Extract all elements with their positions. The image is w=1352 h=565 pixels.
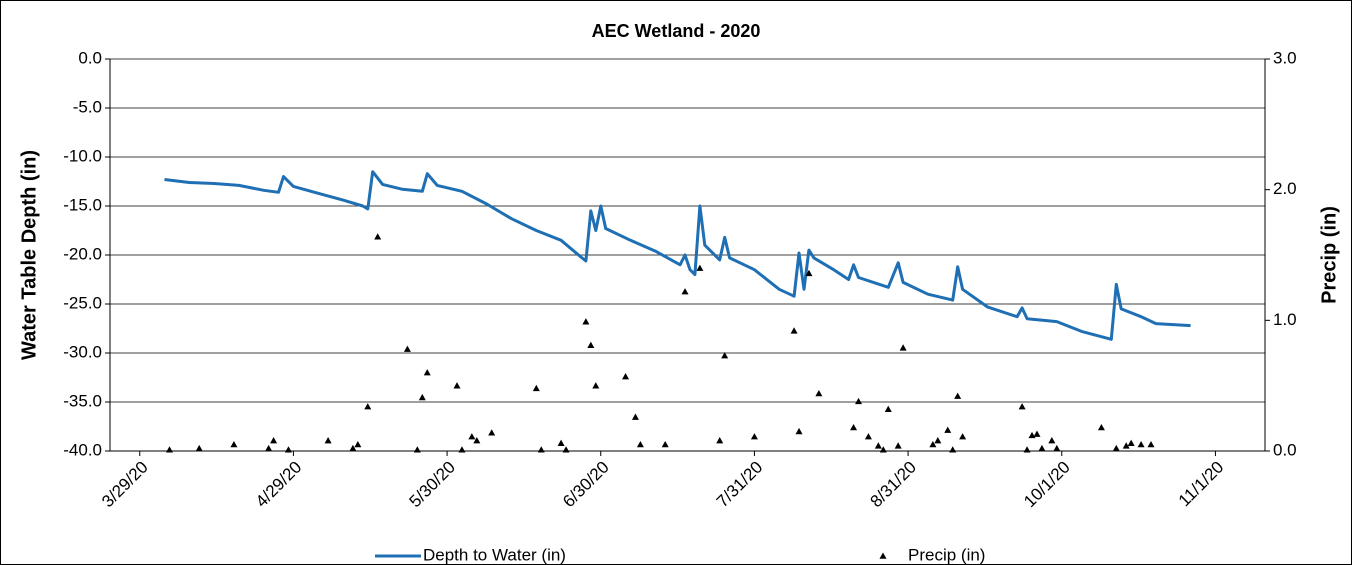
y2-tick-label: 3.0	[1273, 48, 1297, 67]
precip-marker	[1018, 403, 1026, 410]
precip-marker	[230, 440, 238, 448]
precip-marker	[661, 440, 669, 448]
precip-marker	[681, 288, 689, 295]
precip-marker	[696, 264, 704, 271]
precip-marker	[374, 233, 382, 240]
precip-marker	[864, 433, 872, 440]
precip-marker	[750, 433, 758, 440]
precip-marker	[468, 433, 476, 440]
precip-marker	[562, 446, 570, 453]
precip-marker	[622, 373, 630, 380]
y-tick-label: -5.0	[73, 97, 102, 116]
precip-marker	[929, 440, 937, 448]
precip-marker	[631, 413, 639, 420]
y-tick-label: -25.0	[63, 293, 102, 312]
precip-marker	[1137, 440, 1145, 448]
precip-marker	[1048, 437, 1056, 444]
precip-marker	[532, 384, 540, 392]
precip-marker	[582, 318, 590, 325]
precip-marker	[349, 444, 357, 452]
legend-swatch	[879, 552, 887, 559]
precip-marker	[488, 429, 496, 436]
precip-marker	[874, 442, 882, 449]
precip-marker	[805, 269, 813, 277]
precip-marker	[364, 403, 372, 410]
precip-marker	[636, 440, 644, 448]
precip-marker	[1122, 442, 1130, 449]
precip-marker	[1053, 444, 1061, 452]
precip-marker	[284, 446, 292, 453]
precip-marker	[1038, 444, 1046, 452]
precip-marker	[944, 426, 952, 433]
y-tick-label: -10.0	[63, 146, 102, 165]
precip-marker	[587, 341, 595, 348]
y2-tick-label: 1.0	[1273, 310, 1297, 329]
precip-marker	[557, 439, 565, 446]
precip-marker	[453, 382, 461, 389]
precip-marker	[855, 397, 863, 405]
y-tick-label: -15.0	[63, 195, 102, 214]
legend-label: Precip (in)	[908, 545, 985, 564]
y-tick-label: -40.0	[63, 440, 102, 459]
y-axis-title: Water Table Depth (in)	[18, 150, 40, 360]
precip-marker	[884, 405, 892, 412]
precip-marker	[1127, 439, 1135, 446]
chart-title: AEC Wetland - 2020	[592, 21, 761, 41]
y-tick-label: -30.0	[63, 342, 102, 361]
precip-marker	[1033, 430, 1041, 437]
precip-marker	[413, 446, 421, 453]
precip-marker	[165, 446, 173, 453]
precip-marker	[354, 440, 362, 448]
y-tick-label: -20.0	[63, 244, 102, 263]
precip-marker	[418, 393, 426, 401]
precip-marker	[195, 444, 203, 452]
precip-marker	[934, 437, 942, 444]
precip-marker	[403, 345, 411, 352]
precip-marker	[324, 437, 332, 444]
legend-label: Depth to Water (in)	[423, 545, 566, 564]
precip-marker	[894, 442, 902, 449]
precip-marker	[265, 444, 273, 452]
precip-marker	[1147, 440, 1155, 448]
y2-tick-label: 0.0	[1273, 440, 1297, 459]
y-tick-label: -35.0	[63, 391, 102, 410]
y2-tick-label: 2.0	[1273, 179, 1297, 198]
precip-marker	[899, 344, 907, 351]
precip-marker	[537, 446, 545, 453]
y-tick-label: 0.0	[78, 48, 102, 67]
depth-line	[164, 170, 1191, 341]
precip-marker	[423, 369, 431, 376]
precip-marker	[959, 433, 967, 440]
y2-axis-title: Precip (in)	[1318, 206, 1340, 304]
precip-marker	[1023, 446, 1031, 453]
precip-marker	[1112, 444, 1120, 452]
precip-marker	[458, 446, 466, 453]
precip-marker	[815, 390, 823, 397]
precip-marker	[1097, 423, 1105, 431]
precip-marker	[270, 437, 278, 444]
precip-marker	[473, 437, 481, 444]
precip-marker	[879, 446, 887, 453]
precip-marker	[954, 392, 962, 399]
precip-marker	[790, 327, 798, 334]
precip-marker	[592, 382, 600, 389]
precip-marker	[795, 427, 803, 435]
precip-marker	[949, 446, 957, 453]
precip-marker	[721, 352, 729, 359]
precip-marker	[716, 437, 724, 444]
precip-marker	[850, 423, 858, 431]
